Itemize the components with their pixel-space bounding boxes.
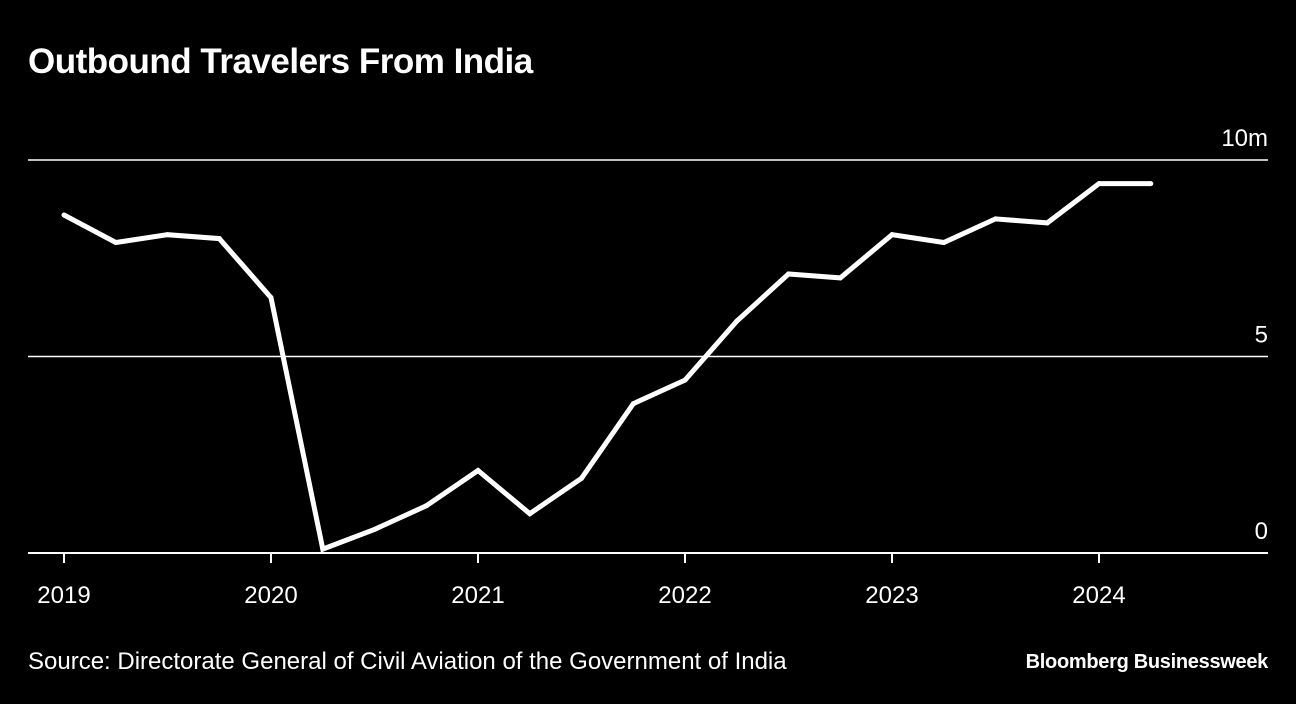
x-tick-label-5: 2024 [1072, 582, 1125, 609]
data-point-0-0 [61, 212, 67, 218]
data-point-0-18 [993, 216, 998, 222]
series-layer [61, 181, 1154, 553]
source-note: Source: Directorate General of Civil Avi… [28, 648, 787, 675]
y-tick-label-1: 5 [1255, 322, 1268, 349]
y-axis-labels: 10m 5 0 [1221, 125, 1268, 545]
data-point-0-7 [423, 503, 429, 509]
data-point-0-16 [889, 232, 895, 238]
x-tick-label-1: 2020 [244, 582, 297, 609]
data-point-0-11 [630, 401, 636, 407]
x-tick-label-0: 2019 [37, 582, 90, 609]
data-point-0-5 [320, 546, 326, 552]
data-point-0-17 [941, 240, 947, 245]
chart-title: Outbound Travelers From India [28, 42, 533, 81]
x-tick-label-4: 2023 [865, 582, 918, 609]
series-line-0 [62, 181, 1151, 553]
data-point-0-3 [216, 236, 222, 242]
data-point-0-20 [1096, 181, 1102, 187]
data-point-0-10 [579, 475, 584, 481]
grid-lines [28, 159, 1268, 554]
data-point-0-19 [1044, 220, 1050, 226]
data-point-0-14 [786, 271, 791, 277]
x-axis: 2019 2020 2021 2022 2023 2024 [37, 553, 1126, 609]
y-tick-label-0: 10m [1221, 125, 1268, 152]
data-point-0-2 [165, 232, 170, 238]
y-tick-label-2: 0 [1255, 518, 1268, 545]
data-point-0-4 [268, 295, 274, 301]
data-point-0-9 [527, 511, 533, 517]
x-tick-label-2: 2021 [451, 582, 504, 609]
data-point-0-8 [475, 468, 481, 473]
data-point-0-15 [837, 275, 843, 281]
data-point-0-21 [1148, 181, 1154, 187]
data-point-0-12 [682, 377, 688, 383]
data-point-0-1 [113, 240, 119, 245]
brand-logo: Bloomberg Businessweek [1025, 651, 1269, 673]
x-tick-label-3: 2022 [658, 582, 711, 609]
data-point-0-6 [372, 526, 377, 532]
data-point-0-13 [734, 318, 740, 324]
